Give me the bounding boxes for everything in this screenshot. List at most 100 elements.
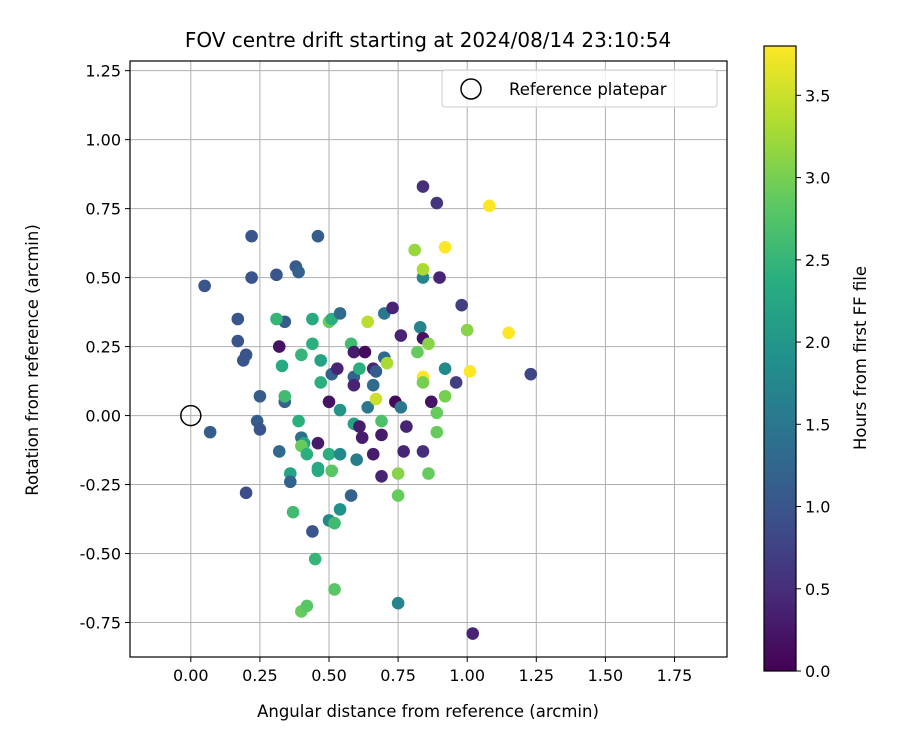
x-tick-label: 0.25 xyxy=(242,666,278,685)
data-point xyxy=(438,362,452,375)
data-point xyxy=(422,467,435,480)
data-point xyxy=(286,505,300,519)
data-point xyxy=(275,359,289,373)
y-tick-label: 0.25 xyxy=(85,338,121,357)
chart-title: FOV centre drift starting at 2024/08/14 … xyxy=(185,28,671,52)
data-point xyxy=(239,486,253,500)
x-axis-label: Angular distance from reference (arcmin) xyxy=(257,702,599,721)
data-point xyxy=(295,348,308,362)
data-point xyxy=(278,389,292,403)
data-point xyxy=(245,229,258,243)
data-point xyxy=(292,265,305,279)
data-point xyxy=(347,345,361,359)
data-point xyxy=(314,376,328,389)
data-point xyxy=(328,516,341,530)
data-point xyxy=(306,312,319,326)
x-ticks: 0.00 0.25 0.50 0.75 1.00 1.25 1.50 1.75 xyxy=(173,657,692,685)
data-point xyxy=(253,423,267,436)
x-tick-label: 1.25 xyxy=(518,666,554,685)
data-point xyxy=(391,489,405,502)
reference-platepar-marker xyxy=(180,404,202,427)
colorbar-tick-label: 3.5 xyxy=(805,86,830,105)
data-point xyxy=(311,464,325,478)
data-point xyxy=(449,376,463,389)
data-point xyxy=(460,323,474,337)
data-point xyxy=(375,469,388,483)
data-point xyxy=(386,301,399,315)
data-point xyxy=(391,467,405,480)
data-point xyxy=(306,337,319,351)
data-point xyxy=(463,365,477,378)
data-point xyxy=(416,263,430,276)
data-point xyxy=(311,229,325,243)
data-point xyxy=(433,271,446,284)
data-point xyxy=(239,348,253,362)
colorbar-ticks: 0.0 0.5 1.0 1.5 2.0 2.5 3.0 3.5 xyxy=(796,86,830,681)
data-point xyxy=(355,431,369,444)
data-point xyxy=(366,378,380,392)
data-point xyxy=(270,312,283,326)
data-point xyxy=(369,392,383,406)
x-tick-label: 0.00 xyxy=(173,666,209,685)
y-tick-label: 0.00 xyxy=(85,407,121,426)
data-point xyxy=(203,425,217,439)
colorbar-label: Hours from first FF file xyxy=(851,266,870,450)
data-point xyxy=(430,196,444,210)
data-point xyxy=(270,268,283,282)
colorbar: 0.0 0.5 1.0 1.5 2.0 2.5 3.0 3.5 Hours from firs… xyxy=(763,45,870,681)
data-point xyxy=(284,475,297,489)
y-tick-label: -0.75 xyxy=(80,614,121,633)
colorbar-tick-label: 0.5 xyxy=(805,580,830,599)
data-point xyxy=(344,489,358,502)
legend-label: Reference platepar xyxy=(509,80,667,99)
data-point xyxy=(524,367,538,381)
data-point xyxy=(366,447,380,461)
data-point xyxy=(333,447,347,461)
data-point xyxy=(308,552,322,566)
data-point xyxy=(430,406,444,420)
legend-marker-icon xyxy=(460,78,482,100)
x-tick-label: 1.50 xyxy=(588,666,624,685)
colorbar-tick-label: 1.0 xyxy=(805,498,830,517)
data-point xyxy=(416,445,430,458)
colorbar-tick-label: 0.0 xyxy=(805,662,830,681)
data-point xyxy=(455,298,468,312)
data-point xyxy=(328,583,341,596)
y-tick-label: -0.50 xyxy=(80,545,121,564)
data-point xyxy=(231,312,245,326)
y-tick-label: 1.25 xyxy=(85,62,121,81)
data-point xyxy=(411,345,424,359)
data-point xyxy=(353,420,366,433)
x-tick-label: 0.75 xyxy=(380,666,416,685)
data-point xyxy=(333,403,347,417)
y-axis-label: Rotation from reference (arcmin) xyxy=(23,224,42,496)
data-point xyxy=(380,356,394,370)
data-point xyxy=(330,362,344,375)
data-point xyxy=(231,334,245,348)
data-point xyxy=(322,395,336,409)
data-point xyxy=(272,340,286,353)
colorbar-tick-label: 2.0 xyxy=(805,333,830,352)
colorbar-tick-label: 3.0 xyxy=(805,169,830,188)
data-point xyxy=(416,180,430,193)
data-point xyxy=(375,428,388,442)
data-point xyxy=(502,326,515,340)
data-point xyxy=(358,345,372,359)
plot-frame xyxy=(129,60,728,658)
data-point xyxy=(347,378,361,392)
data-point xyxy=(466,627,480,640)
data-point xyxy=(306,525,319,538)
data-point xyxy=(394,400,408,414)
x-tick-label: 1.75 xyxy=(657,666,693,685)
x-tick-label: 1.00 xyxy=(449,666,485,685)
data-point xyxy=(333,503,347,516)
x-tick-label: 0.50 xyxy=(311,666,347,685)
data-point xyxy=(350,453,363,467)
data-point xyxy=(424,395,438,409)
y-ticks: 1.25 1.00 0.75 0.50 0.25 0.00 -0.25 -0.50 -0.75 xyxy=(80,62,130,633)
data-point xyxy=(397,445,410,458)
y-tick-label: 0.75 xyxy=(85,200,121,219)
data-point xyxy=(394,329,408,342)
